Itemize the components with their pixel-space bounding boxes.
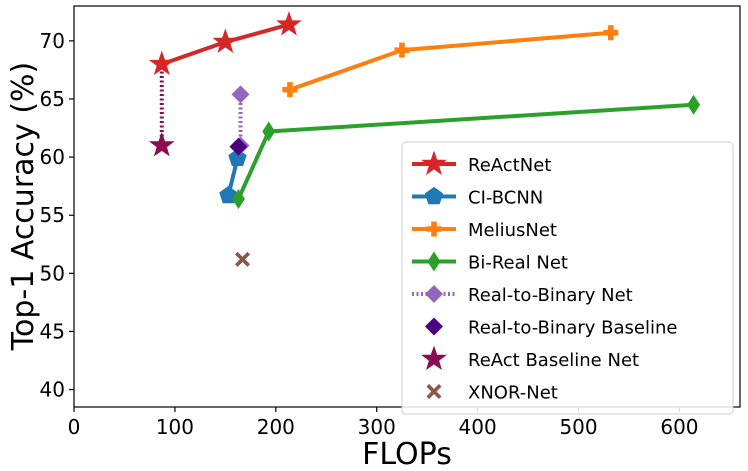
legend-item-bi-real-net: Bi-Real Net	[412, 251, 568, 274]
series-react-baseline-net	[148, 131, 175, 157]
legend-item-real-to-binary-baseline: Real-to-Binary Baseline	[425, 317, 677, 339]
data-point	[148, 50, 175, 76]
x-tick-label: 0	[68, 415, 81, 439]
data-point	[231, 85, 250, 104]
series-real-to-binary-baseline	[229, 137, 248, 156]
legend-marker	[421, 345, 447, 370]
data-point	[282, 82, 298, 98]
legend-item-xnor-net: XNOR-Net	[426, 383, 558, 404]
legend-marker	[425, 285, 443, 303]
series-line	[289, 30, 612, 92]
data-point	[603, 25, 619, 41]
plot-area	[148, 11, 701, 267]
y-tick-label: 70	[40, 29, 65, 53]
data-point	[229, 137, 248, 156]
y-tick-label: 65	[40, 87, 65, 111]
legend-label: CI-BCNN	[468, 188, 543, 209]
legend-label: XNOR-Net	[468, 383, 558, 404]
legend-marker	[427, 251, 441, 272]
y-tick-label: 55	[40, 203, 65, 227]
series-bi-real-net	[231, 94, 701, 209]
data-point	[687, 94, 701, 115]
series-reactnet	[148, 11, 302, 76]
legend: ReActNet CI-BCNN MeliusNet Bi-Real Net Real-…	[401, 141, 734, 415]
legend-marker	[421, 150, 447, 175]
y-tick-label: 45	[40, 319, 65, 343]
data-point	[276, 11, 302, 36]
legend-marker	[426, 221, 442, 237]
legend-marker	[425, 317, 443, 336]
legend-label: Real-to-Binary Baseline	[468, 318, 677, 339]
legend-marker	[426, 384, 442, 399]
legend-item-meliusnet: MeliusNet	[412, 220, 557, 241]
legend-item-react-baseline-net: ReAct Baseline Net	[421, 345, 639, 371]
data-point	[262, 121, 276, 142]
legend-label: ReAct Baseline Net	[468, 350, 639, 371]
legend-item-ci-bcnn: CI-BCNN	[412, 186, 543, 209]
y-tick-label: 60	[40, 145, 65, 169]
legend-label: Real-to-Binary Net	[468, 285, 633, 306]
y-axis-label: Top-1 Accuracy (%)	[6, 62, 41, 352]
legend-marker	[424, 186, 444, 205]
legend-label: ReActNet	[468, 155, 551, 176]
legend-box	[401, 141, 734, 415]
legend-item-reactnet: ReActNet	[412, 150, 551, 176]
x-tick-label: 100	[156, 415, 194, 439]
x-tick-label: 300	[358, 415, 396, 439]
data-point	[394, 42, 410, 58]
legend-label: Bi-Real Net	[468, 253, 568, 274]
series-xnor-net	[235, 251, 251, 267]
data-point	[231, 188, 245, 209]
x-tick-label: 400	[459, 415, 497, 439]
x-tick-label: 500	[559, 415, 597, 439]
legend-label: MeliusNet	[468, 220, 557, 241]
y-tick-label: 40	[40, 378, 65, 402]
x-axis-label: FLOPs	[362, 437, 452, 471]
x-tick-label: 200	[257, 415, 295, 439]
x-tick-label: 600	[660, 415, 698, 439]
axis-ticks: 0 100 200 300 400 500 600 40 45 50 55 60 65 70	[40, 29, 699, 439]
legend-item-real-to-binary-net: Real-to-Binary Net	[412, 285, 633, 306]
series-meliusnet	[282, 25, 619, 98]
y-tick-label: 50	[40, 261, 65, 285]
data-point	[235, 251, 251, 267]
data-point	[212, 28, 239, 53]
data-point	[228, 148, 247, 167]
data-point	[148, 131, 175, 157]
